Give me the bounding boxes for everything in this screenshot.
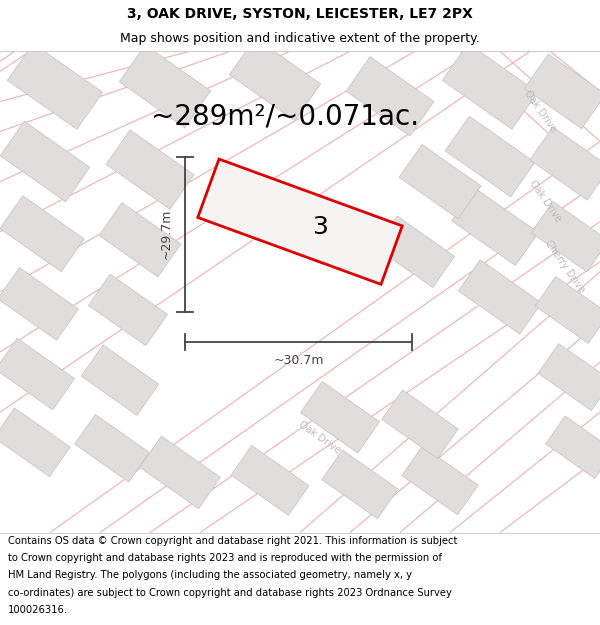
Text: to Crown copyright and database rights 2023 and is reproduced with the permissio: to Crown copyright and database rights 2… <box>8 553 442 563</box>
Text: ~289m²/~0.071ac.: ~289m²/~0.071ac. <box>151 102 419 131</box>
Text: Cherry Drive: Cherry Drive <box>543 239 587 295</box>
Polygon shape <box>140 436 220 509</box>
Text: 3: 3 <box>312 215 328 239</box>
Polygon shape <box>0 408 70 477</box>
Polygon shape <box>74 414 149 482</box>
Polygon shape <box>322 450 398 519</box>
Polygon shape <box>458 260 542 334</box>
Polygon shape <box>524 54 600 129</box>
Text: Oak Drive: Oak Drive <box>527 179 563 224</box>
Polygon shape <box>198 159 402 284</box>
Polygon shape <box>229 38 320 121</box>
Polygon shape <box>538 344 600 411</box>
Text: co-ordinates) are subject to Crown copyright and database rights 2023 Ordnance S: co-ordinates) are subject to Crown copyr… <box>8 588 452 598</box>
Polygon shape <box>376 216 455 288</box>
Polygon shape <box>346 57 434 136</box>
Text: Oak Drive: Oak Drive <box>297 419 343 455</box>
Polygon shape <box>7 43 103 129</box>
Polygon shape <box>452 188 538 266</box>
Text: ~29.7m: ~29.7m <box>160 209 173 259</box>
Polygon shape <box>382 390 458 459</box>
Polygon shape <box>0 338 74 410</box>
Polygon shape <box>530 127 600 200</box>
Polygon shape <box>0 196 84 272</box>
Polygon shape <box>106 130 194 209</box>
Polygon shape <box>88 274 167 346</box>
Polygon shape <box>545 416 600 479</box>
Polygon shape <box>445 116 535 197</box>
Polygon shape <box>535 276 600 343</box>
Polygon shape <box>442 43 538 129</box>
Polygon shape <box>119 45 211 128</box>
Polygon shape <box>301 381 380 453</box>
Polygon shape <box>399 144 481 219</box>
Polygon shape <box>0 121 90 202</box>
Text: Map shows position and indicative extent of the property.: Map shows position and indicative extent… <box>120 32 480 45</box>
Polygon shape <box>231 446 309 515</box>
Polygon shape <box>81 345 159 415</box>
Text: ~30.7m: ~30.7m <box>273 354 324 367</box>
Text: Contains OS data © Crown copyright and database right 2021. This information is : Contains OS data © Crown copyright and d… <box>8 536 457 546</box>
Polygon shape <box>99 202 181 277</box>
Polygon shape <box>531 202 600 272</box>
Text: HM Land Registry. The polygons (including the associated geometry, namely x, y: HM Land Registry. The polygons (includin… <box>8 571 412 581</box>
Text: Oak Drive: Oak Drive <box>522 89 558 134</box>
Text: 3, OAK DRIVE, SYSTON, LEICESTER, LE7 2PX: 3, OAK DRIVE, SYSTON, LEICESTER, LE7 2PX <box>127 8 473 21</box>
Polygon shape <box>402 446 478 515</box>
Polygon shape <box>0 268 79 340</box>
Text: 100026316.: 100026316. <box>8 604 68 614</box>
